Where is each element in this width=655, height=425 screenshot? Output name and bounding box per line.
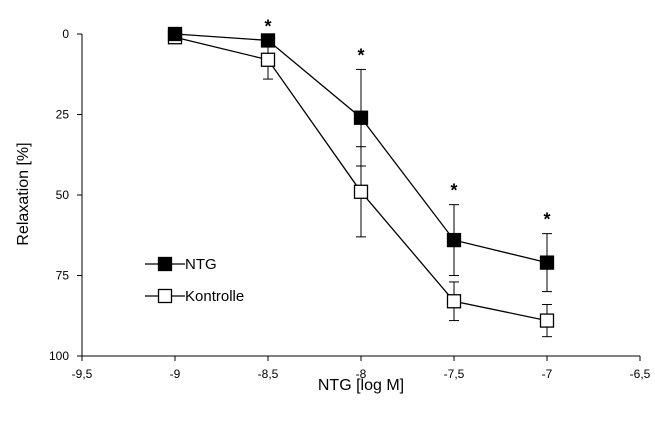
x-tick-label: -9,5: [72, 367, 93, 381]
y-tick-label: 100: [49, 349, 69, 363]
data-point-ntg: [446, 232, 462, 248]
x-tick-labels: -9,5 -9 -8,5 -8 -7,5 -7 -6,5: [72, 367, 651, 381]
x-tick-label: -9: [170, 367, 181, 381]
significance-markers: * * * *: [264, 16, 550, 229]
significance-star: *: [357, 45, 364, 65]
data-point-kontrolle: [446, 294, 462, 309]
legend-marker-kontrolle: [157, 288, 173, 304]
legend-label-ntg: NTG: [185, 256, 217, 273]
x-tick-label: -8: [356, 367, 367, 381]
data-point-ntg: [539, 255, 555, 270]
data-point-kontrolle: [353, 184, 369, 199]
legend-label-kontrolle: Kontrolle: [185, 288, 244, 305]
y-axis-title: Relaxation [%]: [15, 142, 32, 245]
x-tick-label: -7: [542, 367, 553, 381]
error-bars: [263, 39, 552, 338]
y-tick-label: 0: [62, 27, 69, 41]
data-point-ntg: [260, 33, 276, 48]
x-tick-label: -7,5: [444, 367, 465, 381]
y-tick-label: 50: [56, 188, 70, 202]
legend-marker-ntg: [157, 256, 173, 272]
y-tick-label: 75: [56, 269, 70, 283]
data-point-ntg: [353, 110, 369, 125]
data-point-ntg: [167, 26, 183, 42]
significance-star: *: [450, 181, 457, 201]
x-axis-title: NTG [log M]: [318, 377, 404, 394]
axes: [77, 33, 641, 361]
legend: NTG Kontrolle: [145, 256, 244, 305]
significance-star: *: [543, 210, 550, 230]
x-tick-label: -8,5: [258, 367, 279, 381]
y-tick-labels: 0 25 50 75 100: [49, 27, 69, 363]
data-point-kontrolle: [260, 52, 276, 67]
x-tick-label: -6,5: [630, 367, 651, 381]
data-markers: [167, 26, 555, 328]
y-tick-label: 25: [56, 108, 70, 122]
data-point-kontrolle: [539, 313, 555, 328]
significance-star: *: [264, 16, 271, 36]
